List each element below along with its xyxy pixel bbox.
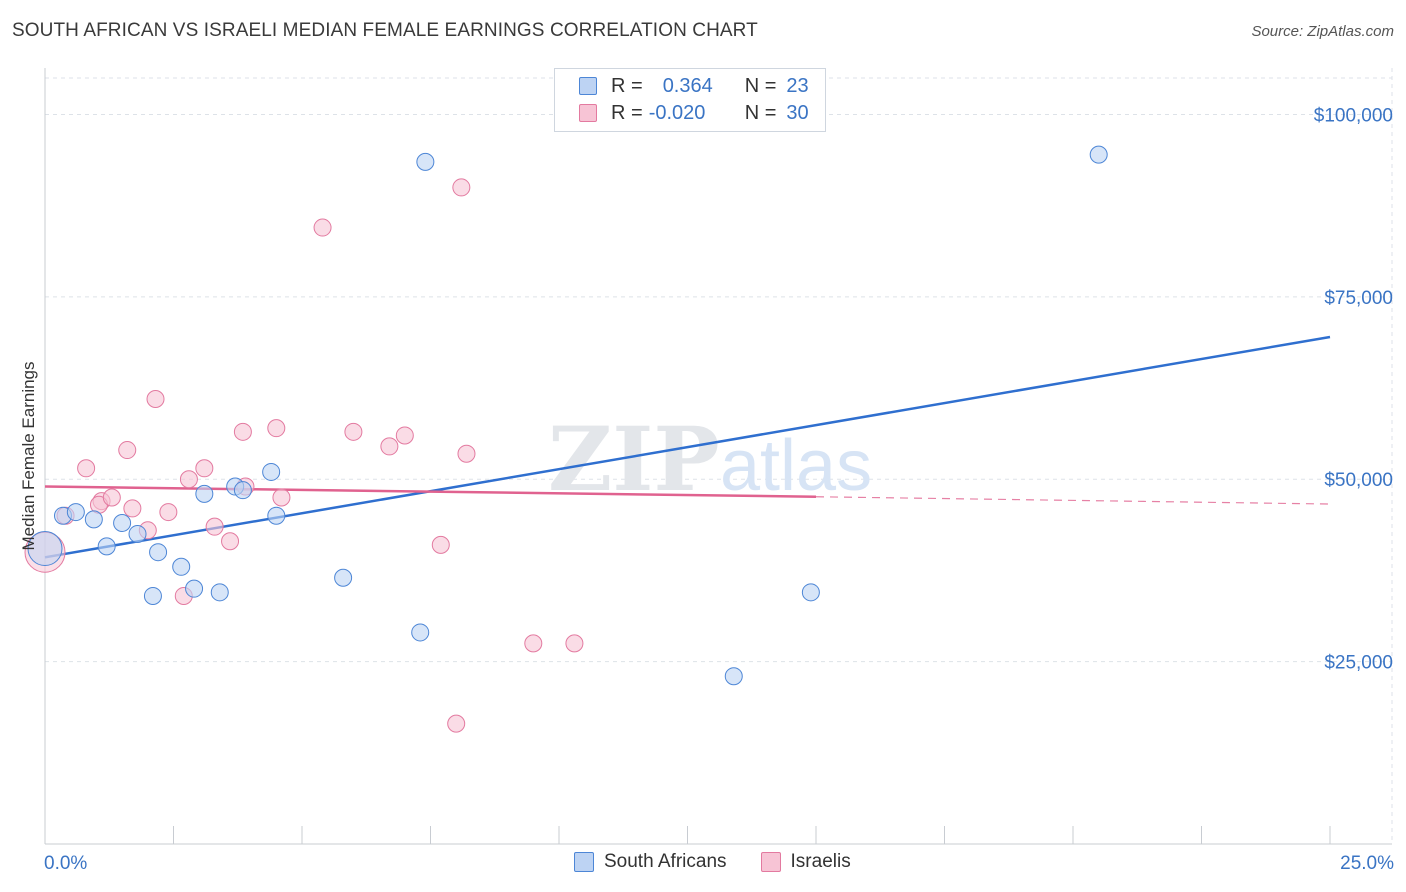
point-israelis <box>313 218 332 237</box>
point-south-africans <box>411 623 430 642</box>
y-tick-label: $50,000 <box>1324 470 1393 491</box>
legend-r-value: -0.020 <box>648 101 706 124</box>
trend-line-south-africans <box>44 335 1331 559</box>
point-south-africans <box>149 543 168 562</box>
point-israelis <box>395 426 414 445</box>
point-israelis <box>179 470 198 489</box>
point-south-africans <box>267 506 286 525</box>
point-south-africans <box>801 583 820 602</box>
point-south-africans <box>210 583 229 602</box>
point-south-africans <box>84 510 103 529</box>
point-south-africans <box>143 586 162 605</box>
x-tick-label: 0.0% <box>44 853 87 874</box>
point-south-africans <box>195 484 214 503</box>
point-south-africans <box>97 537 116 556</box>
watermark-atlas: atlas <box>720 426 872 506</box>
legend-r-value: 0.364 <box>662 74 713 97</box>
legend-swatch-pink <box>760 852 781 872</box>
point-israelis <box>267 419 286 438</box>
point-israelis <box>380 437 399 456</box>
trend-line-israelis <box>44 485 817 498</box>
point-south-africans <box>262 462 281 481</box>
legend-item-south-africans[interactable]: South Africans <box>574 851 727 873</box>
point-israelis <box>205 517 224 536</box>
point-israelis <box>447 714 466 733</box>
point-israelis <box>431 535 450 554</box>
legend-n-value: 30 <box>786 101 809 124</box>
legend-item-israelis[interactable]: Israelis <box>760 851 851 873</box>
point-israelis <box>565 634 584 653</box>
trend-line-israelis-extrapolated <box>815 496 1331 505</box>
correlation-legend: R = 0.364 N = 23 R = -0.020 N = 30 <box>554 68 826 132</box>
point-south-africans <box>185 579 204 598</box>
point-israelis <box>195 459 214 478</box>
point-israelis <box>344 422 363 441</box>
point-south-africans <box>724 667 743 686</box>
point-israelis <box>452 178 471 197</box>
chart-title: SOUTH AFRICAN VS ISRAELI MEDIAN FEMALE E… <box>12 20 758 41</box>
point-south-africans <box>1089 145 1108 164</box>
legend-row-israelis: R = -0.020 N = 30 <box>579 100 809 126</box>
legend-label: South Africans <box>604 851 727 872</box>
legend-n-label: N = <box>744 74 777 97</box>
legend-r-label: R = <box>611 74 643 97</box>
point-south-africans <box>128 524 147 543</box>
series-legend: South Africans Israelis <box>574 851 885 873</box>
legend-n-value: 23 <box>786 74 809 97</box>
y-tick-labels: $25,000 $50,000 $75,000 $100,000 <box>1314 105 1393 673</box>
point-south-africans <box>172 557 191 576</box>
point-israelis <box>233 422 252 441</box>
point-israelis <box>123 499 142 518</box>
legend-r-label: R = <box>611 101 643 124</box>
point-south-africans <box>27 531 63 567</box>
legend-row-south-africans: R = 0.364 N = 23 <box>579 73 809 99</box>
x-tick-labels: 0.0% 25.0% <box>44 853 1394 874</box>
axes <box>44 68 1392 845</box>
point-south-africans <box>113 514 132 533</box>
y-tick-label: $75,000 <box>1324 288 1393 309</box>
point-south-africans <box>416 152 435 171</box>
watermark: ZIP atlas <box>548 407 872 511</box>
point-israelis <box>77 459 96 478</box>
legend-swatch-blue <box>574 852 594 872</box>
legend-label: Israelis <box>790 851 851 872</box>
point-israelis <box>118 441 137 460</box>
point-israelis <box>159 503 178 522</box>
point-israelis <box>272 488 291 507</box>
point-israelis <box>146 389 165 408</box>
point-israelis <box>102 488 121 507</box>
y-tick-label: $25,000 <box>1324 653 1393 674</box>
x-tick-label: 25.0% <box>1340 853 1394 874</box>
y-tick-label: $100,000 <box>1314 105 1393 126</box>
point-israelis <box>457 444 476 463</box>
legend-swatch-blue <box>579 77 597 95</box>
point-israelis <box>524 634 543 653</box>
data-points <box>24 145 1108 733</box>
trend-lines <box>44 335 1331 559</box>
point-south-africans <box>334 568 353 587</box>
point-south-africans <box>66 503 85 522</box>
source-label: Source: ZipAtlas.com <box>1251 23 1394 40</box>
point-israelis <box>221 532 240 551</box>
point-south-africans <box>233 481 252 500</box>
legend-n-label: N = <box>744 101 777 124</box>
legend-swatch-pink <box>579 104 597 122</box>
y-axis-title: Median Female Earnings <box>19 362 38 551</box>
